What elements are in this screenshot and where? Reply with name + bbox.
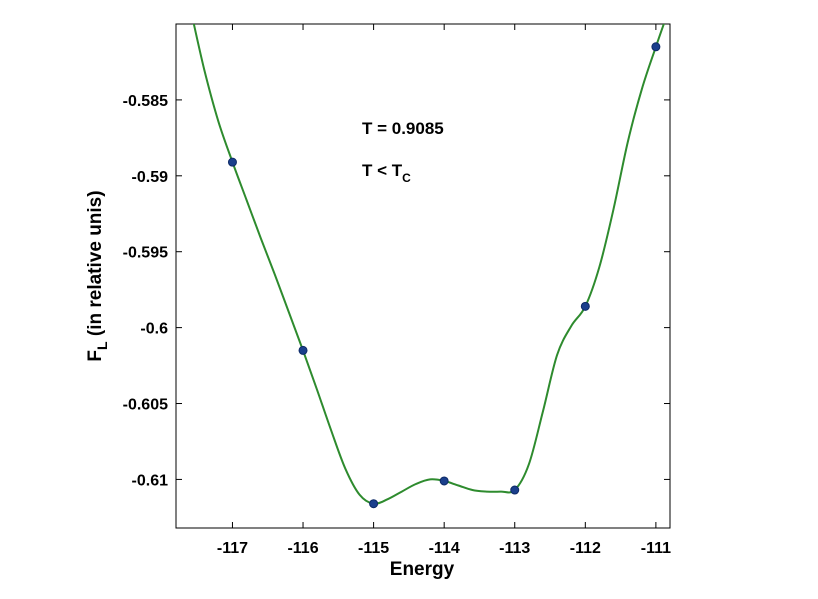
data-point [227, 157, 237, 167]
y-axis-label-rest: (in relative unis) [85, 190, 106, 341]
x-tick-label: -113 [499, 540, 530, 557]
y-tick-label: -0.6 [140, 321, 168, 338]
x-tick-label: -116 [287, 540, 318, 557]
y-tick-label: -0.59 [132, 169, 169, 186]
x-tick-label: -111 [641, 540, 671, 557]
annotation-temperature: T = 0.9085 [362, 119, 444, 138]
data-point [298, 345, 308, 355]
y-tick-label: -0.595 [123, 245, 168, 262]
data-point [580, 301, 590, 311]
data-point [439, 476, 449, 486]
annotation-condition-main: T < T [362, 161, 403, 180]
y-tick-label: -0.61 [132, 472, 169, 489]
x-axis-label: Energy [390, 559, 455, 580]
x-axis-ticks: -117 -116 -115 -114 -113 -112 -111 [217, 24, 671, 557]
y-axis-label: FL (in relative unis) [85, 190, 110, 361]
annotation-condition: T < TC [362, 161, 411, 185]
plot-area [175, 23, 671, 529]
data-points [227, 42, 661, 509]
y-axis-ticks: -0.585 -0.59 -0.595 -0.6 -0.605 -0.61 [123, 93, 670, 489]
annotation-condition-subscript: C [402, 171, 411, 185]
y-tick-label: -0.605 [123, 397, 168, 414]
y-axis-label-main: F [85, 350, 106, 362]
x-tick-label: -112 [570, 540, 601, 557]
data-point [651, 42, 661, 52]
y-tick-label: -0.585 [123, 93, 168, 110]
x-tick-label: -115 [358, 540, 389, 557]
data-point [510, 485, 520, 495]
x-tick-label: -117 [217, 540, 248, 557]
x-tick-label: -114 [429, 540, 460, 557]
data-point [369, 499, 379, 509]
y-axis-label-subscript: L [94, 341, 110, 350]
fitted-curve [192, 24, 665, 505]
